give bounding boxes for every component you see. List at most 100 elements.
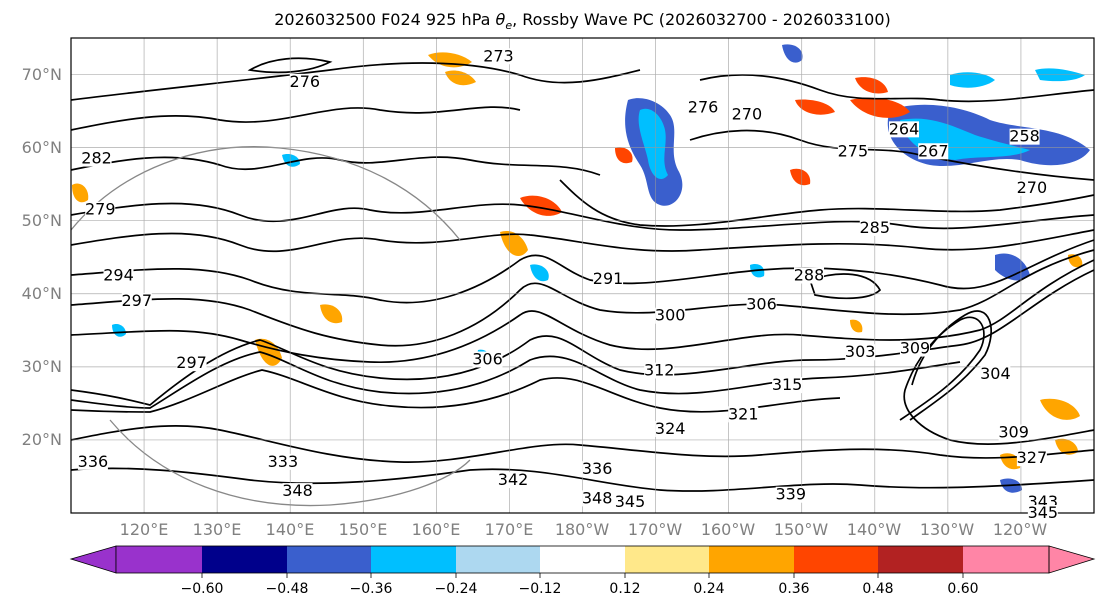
colorbar-segment [794,546,878,573]
graticule-grid [71,38,1094,513]
contour-label: 294 [103,266,134,285]
contour-label: 336 [78,452,109,471]
contour-label-bg [472,351,503,368]
lon-label: 170°W [628,520,683,539]
contour-label: 273 [483,46,514,65]
colorbar-segment [371,546,456,573]
lon-label: 120°E [120,520,169,539]
contour-label-bg [655,420,686,437]
contour-label-bg [593,271,624,288]
map-frame [70,37,1095,514]
lat-label: 50°N [22,211,62,230]
contour-label-bg [267,453,298,470]
lat-label: 40°N [22,284,62,303]
contour-label: 306 [746,295,777,314]
colorbar-outline [115,545,1050,574]
contour-label-bg [837,143,868,160]
colorbar-segment [709,546,794,573]
colorbar-segment [287,546,371,573]
contour-label: 327 [1017,448,1048,467]
colorbar-tick-label: 0.36 [778,581,809,597]
contour-label: 279 [85,200,116,219]
contour-label: 297 [121,291,152,310]
contour-label: 300 [655,306,686,325]
colorbar-segment [540,546,625,573]
lat-label: 30°N [22,357,62,376]
colorbar-segment [963,546,1049,573]
lat-label: 70°N [22,65,62,84]
contour-label-bg [282,483,313,500]
contour-label: 276 [290,72,321,91]
contour-label-bg [1016,450,1047,467]
colorbar-segment [202,546,287,573]
contour-label: 315 [772,375,803,394]
contour-label-bg [775,486,806,503]
colorbar-tick-label: 0.24 [693,581,724,597]
contour-label: 342 [498,470,529,489]
contour-label-bg [644,362,675,379]
contour-labels: 273 276 282 279 294 297 297 306 291 300 306 288 285 3… [78,46,1058,522]
contour-label-bg [1016,179,1047,196]
contour-label: 345 [1028,503,1059,522]
contour-label: 306 [472,350,503,369]
contour-label-bg [845,344,876,361]
contour-label: 282 [81,149,112,168]
lon-label: 160°E [412,520,461,539]
contour-label-bg [918,143,949,160]
colorbar-ticks [201,573,964,578]
contour-label: 303 [845,342,876,361]
colorbar: −0.60 −0.48 −0.36 −0.24 −0.12 0.12 0.24 … [69,545,1096,597]
colorbar-tick-label: 0.48 [862,581,893,597]
contour-label: 312 [644,361,675,380]
contour-label-bg [746,296,777,313]
colorbar-tick-label: 0.12 [609,581,640,597]
contour-label: 264 [889,119,920,138]
contour-label-bg [289,73,320,90]
contour-label-bg [614,494,645,511]
contour-label: 267 [918,141,949,160]
contour-label-bg [1009,128,1040,145]
colorbar-segment [878,546,963,573]
lon-label: 140°E [266,520,315,539]
contour-label: 270 [1017,178,1048,197]
contour-label: 304 [980,364,1011,383]
title-theta: θ [495,10,506,29]
contour-label-bg [103,267,134,284]
colorbar-tick-label: −0.48 [266,581,309,597]
colorbar-tick-label: −0.36 [350,581,393,597]
lon-label: 180°W [555,520,610,539]
contour-label-bg [859,220,890,236]
contour-label: 275 [838,141,869,160]
contour-label-bg [81,150,112,167]
contour-label-bg [483,48,514,65]
colorbar-tick-label: 0.60 [947,581,978,597]
colorbar-segment [456,546,540,573]
contour-label: 258 [1009,127,1040,146]
contour-label-bg [77,453,108,470]
contour-label: 309 [900,339,931,358]
colorbar-extend-high [1048,545,1096,574]
contour-label-bg [121,293,152,310]
great-circle-overlay [70,146,471,507]
contour-label: 348 [282,481,313,500]
contour-label-bg [731,106,762,123]
contour-label: 324 [655,419,686,438]
contour-label-bg [889,121,920,138]
contour-label-bg [688,99,719,116]
contour-label: 285 [860,218,891,237]
title-prefix: 2026032500 F024 925 hPa [274,10,496,29]
contour-label-bg [176,355,207,372]
lon-label: 160°W [701,520,756,539]
contour-label: 321 [728,404,759,423]
lat-label: 60°N [22,138,62,157]
lon-label: 140°W [847,520,902,539]
contour-label-bg [899,340,930,357]
lon-label: 130°E [193,520,242,539]
contour-label: 336 [582,459,613,478]
contour-label-bg [498,472,529,489]
latitude-labels: 70°N 60°N 50°N 40°N 30°N 20°N [22,65,62,449]
colorbar-segment [116,546,202,573]
lat-label: 20°N [22,430,62,449]
lon-label: 130°W [920,520,975,539]
contour-label-bg [1027,505,1058,521]
